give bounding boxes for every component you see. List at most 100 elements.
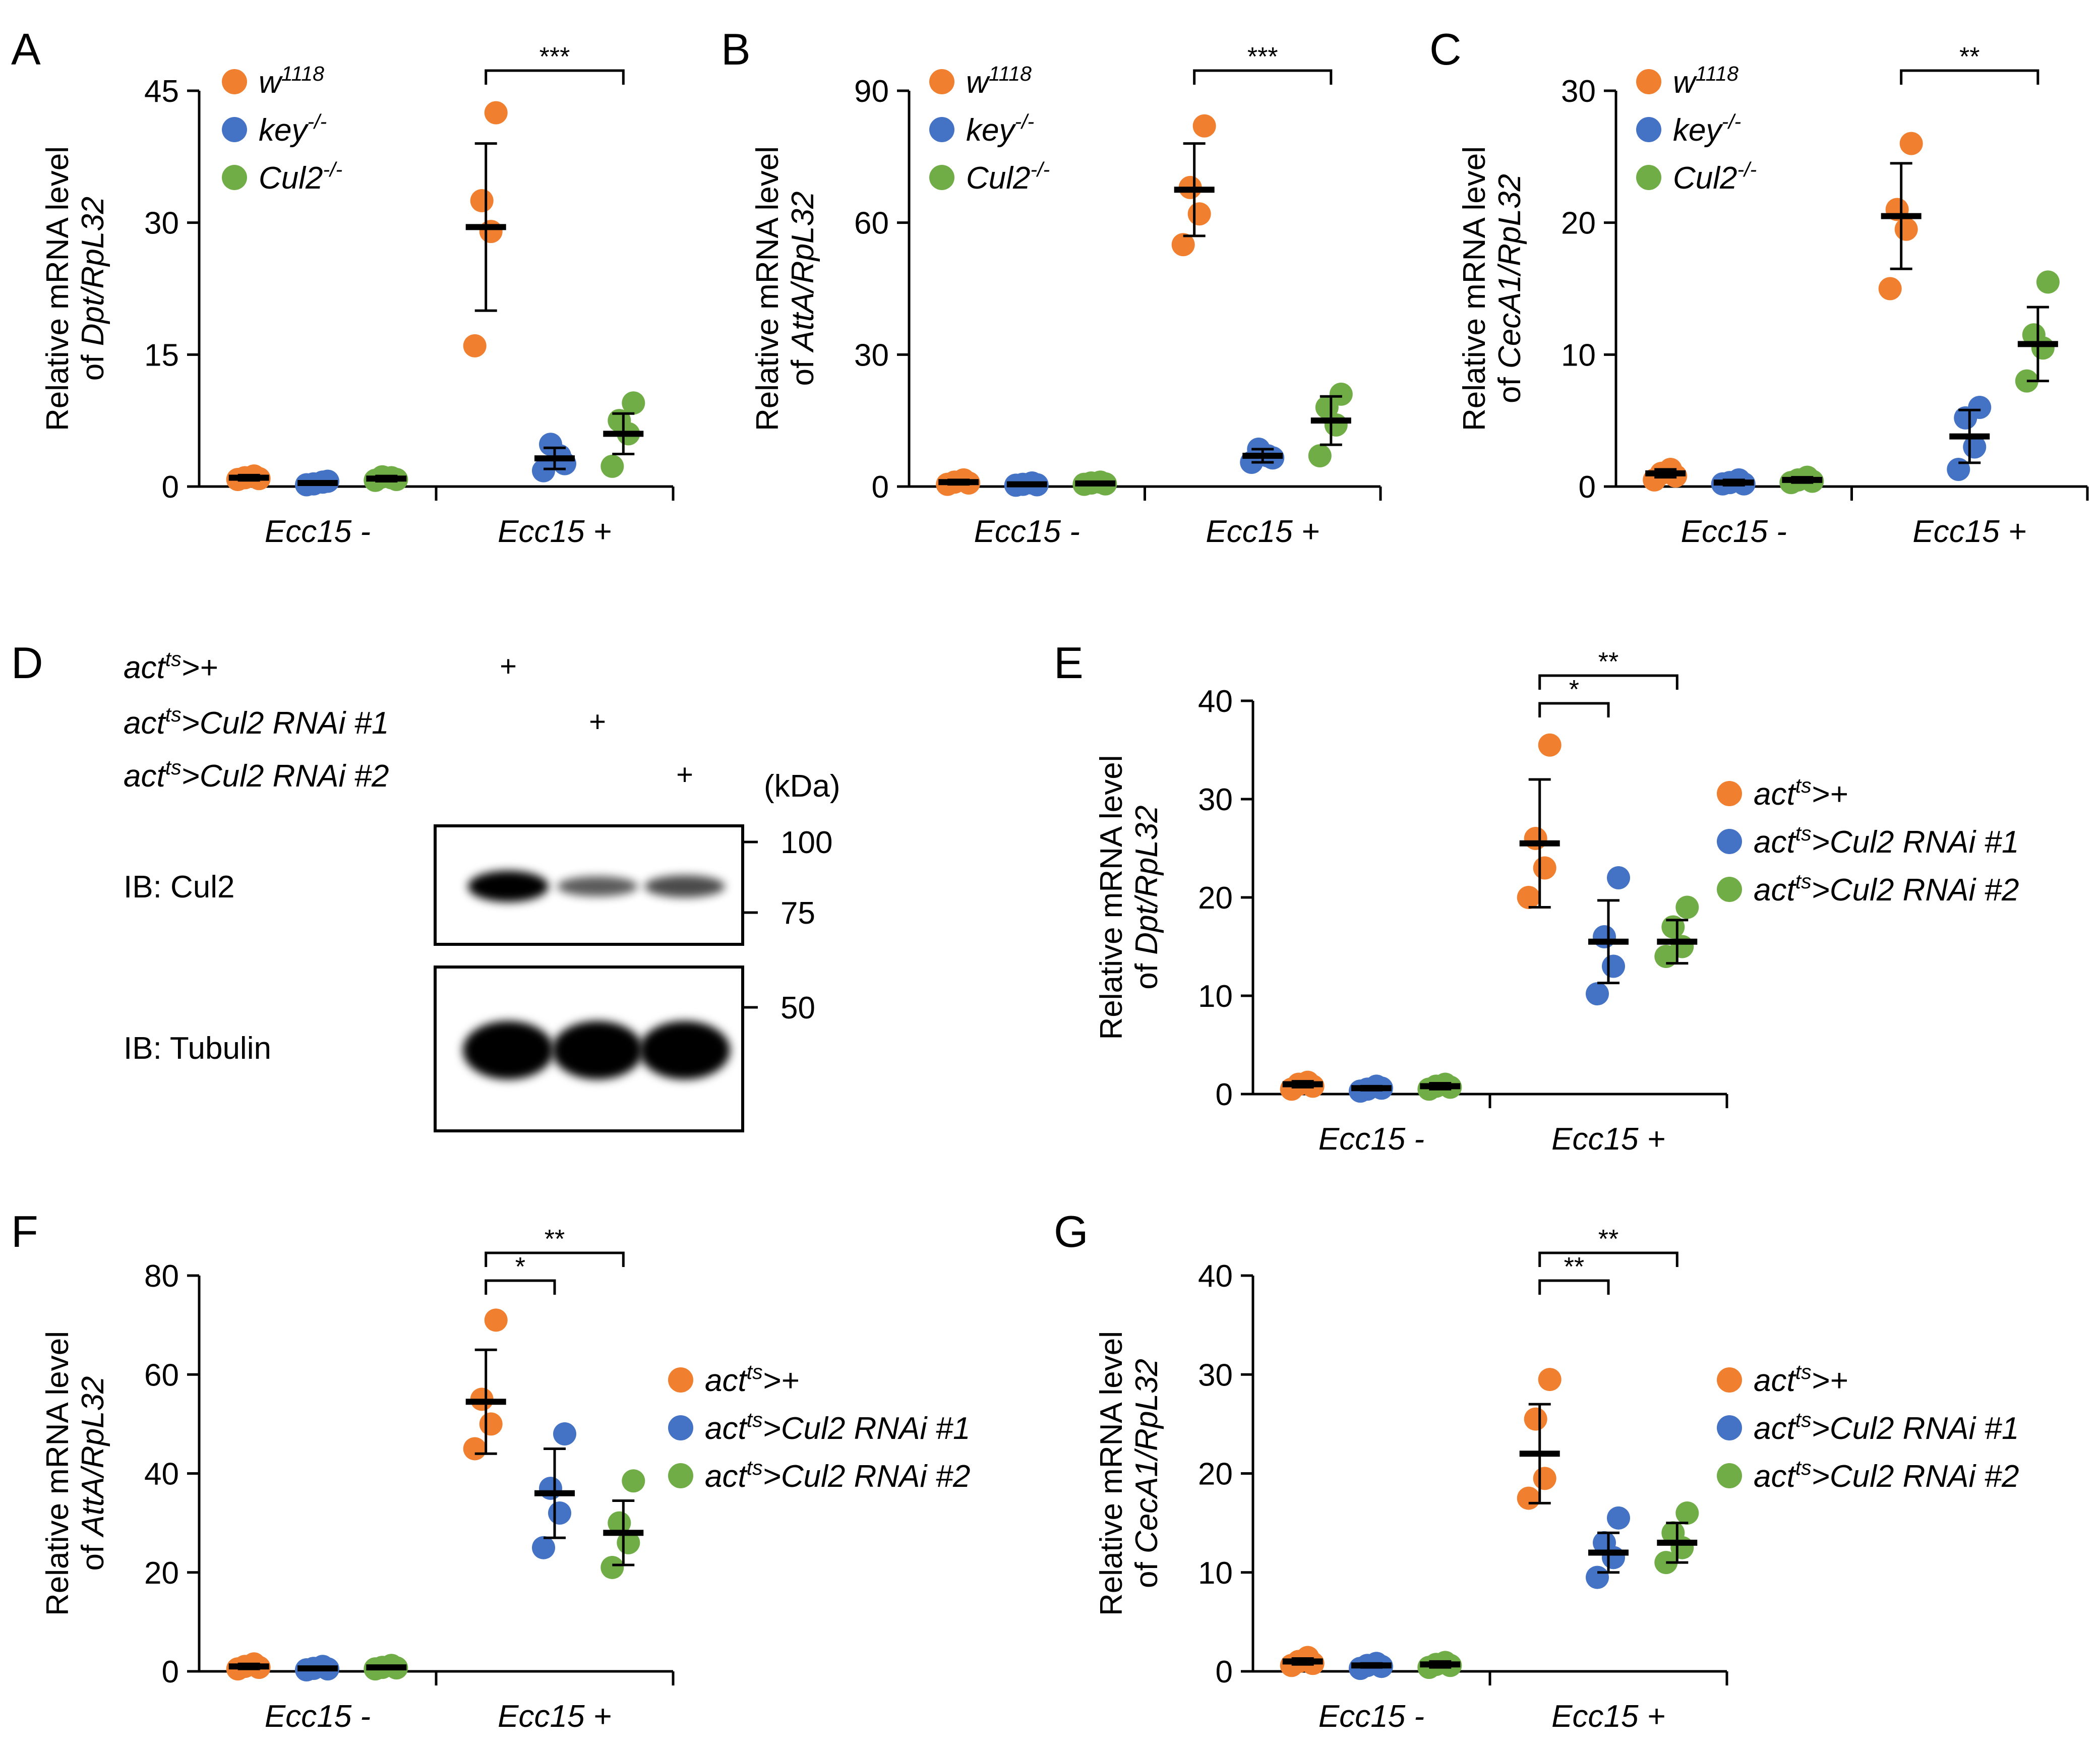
legend-marker [929, 165, 954, 190]
blot-condition-mark: + [676, 758, 693, 791]
legend-label: actts>Cul2 RNAi #2 [1754, 870, 2019, 908]
x-tick-label: Ecc15 + [498, 1699, 612, 1734]
data-point [1968, 396, 1992, 419]
panel-letter-G: G [1054, 1207, 1088, 1256]
data-point [1593, 925, 1616, 948]
y-tick-label: 10 [1561, 338, 1596, 373]
y-tick-label: 20 [1561, 206, 1596, 241]
data-point [601, 454, 624, 478]
x-tick-label: Ecc15 - [265, 1699, 371, 1734]
y-axis-label-gene: of AttA/RpL32 [786, 191, 820, 386]
legend-marker [1717, 877, 1742, 902]
legend-label: actts>+ [705, 1360, 799, 1398]
significance-label: * [1569, 675, 1579, 704]
data-point [1308, 444, 1332, 467]
significance-bracket [1900, 69, 2039, 85]
data-point [484, 101, 508, 125]
panel-letter-B: B [721, 24, 751, 74]
y-axis-label: Relative mRNA level [1094, 755, 1129, 1040]
marker-label: 75 [781, 896, 815, 931]
y-tick-label: 40 [1198, 684, 1233, 719]
significance-label: ** [1564, 1252, 1584, 1282]
legend-label: w1118 [259, 62, 324, 100]
data-point [1602, 954, 1625, 978]
significance-label: ** [1598, 1225, 1618, 1254]
panel-letter-E: E [1054, 638, 1084, 688]
y-tick-label: 10 [1198, 1556, 1233, 1591]
data-point [1894, 217, 1918, 241]
significance-label: ** [545, 1225, 565, 1254]
y-axis-label-gene: of CecA1/RpL32 [1129, 1359, 1164, 1588]
legend-marker [668, 1463, 693, 1488]
data-point [1947, 457, 1970, 481]
y-tick-label: 10 [1198, 979, 1233, 1014]
y-tick-label: 20 [1198, 881, 1233, 916]
y-axis-label: Relative mRNA level [40, 1331, 75, 1616]
y-tick-label: 45 [144, 74, 179, 109]
data-point [1517, 1486, 1540, 1510]
data-point [479, 1412, 503, 1436]
y-tick-label: 30 [144, 206, 179, 241]
legend-label: Cul2-/- [259, 158, 342, 196]
data-point [539, 433, 562, 456]
data-point [532, 459, 555, 483]
data-point [1586, 982, 1609, 1006]
blot-band [644, 875, 725, 897]
y-axis-label: Relative mRNA level [1094, 1331, 1129, 1616]
data-point [463, 334, 487, 357]
y-axis-label: Relative mRNA level [1457, 146, 1492, 431]
legend-marker [668, 1415, 693, 1440]
data-point [463, 1437, 487, 1461]
data-point [1878, 277, 1902, 300]
data-point [1517, 886, 1540, 909]
significance-bracket [1538, 1279, 1610, 1295]
marker-label: 50 [781, 991, 815, 1026]
x-tick-label: Ecc15 - [265, 514, 371, 549]
y-tick-label: 0 [872, 470, 889, 505]
y-axis-label-gene: of Dpt/RpL32 [1129, 805, 1164, 989]
data-point [1538, 733, 1562, 757]
significance-bracket [1193, 69, 1333, 85]
legend-marker [222, 117, 247, 142]
data-point [1187, 202, 1211, 226]
y-tick-label: 90 [854, 74, 889, 109]
y-tick-label: 0 [162, 470, 179, 505]
legend-label: Cul2-/- [966, 158, 1050, 196]
significance-bracket [485, 1251, 625, 1267]
x-tick-label: Ecc15 - [1318, 1699, 1424, 1734]
y-axis-label-gene: of CecA1/RpL32 [1492, 174, 1527, 403]
legend-marker [668, 1367, 693, 1393]
legend-label: actts>+ [1754, 774, 1848, 812]
y-axis-label-gene: of AttA/RpL32 [76, 1376, 110, 1571]
y-tick-label: 30 [1198, 1358, 1233, 1393]
data-point [1524, 827, 1547, 850]
data-point [1329, 382, 1353, 406]
significance-bracket [1538, 674, 1678, 690]
significance-bracket [1538, 1251, 1678, 1267]
y-tick-label: 20 [144, 1556, 179, 1591]
data-point [1675, 1501, 1699, 1525]
legend-label: key-/- [966, 110, 1034, 148]
legend-marker [222, 165, 247, 190]
y-tick-label: 15 [144, 338, 179, 373]
legend-marker [929, 69, 954, 94]
legend-label: Cul2-/- [1673, 158, 1757, 196]
data-point [548, 1501, 571, 1525]
data-point [1171, 233, 1195, 257]
blot-band [463, 1021, 554, 1079]
legend-label: w1118 [1673, 62, 1738, 100]
y-axis-label-gene: of Dpt/RpL32 [76, 197, 110, 381]
blot-condition-mark: + [589, 705, 606, 738]
data-point [622, 1469, 645, 1493]
data-point [1675, 895, 1699, 919]
panel-letter-F: F [11, 1207, 38, 1256]
legend-label: w1118 [966, 62, 1032, 100]
significance-label: ** [1598, 647, 1618, 677]
data-point [1538, 1368, 1562, 1392]
blot-label: IB: Tubulin [124, 1031, 271, 1066]
significance-bracket [1538, 702, 1610, 717]
x-tick-label: Ecc15 + [1551, 1699, 1665, 1734]
data-point [622, 391, 645, 415]
x-tick-label: Ecc15 + [498, 514, 612, 549]
legend-label: actts>Cul2 RNAi #2 [1754, 1456, 2019, 1494]
